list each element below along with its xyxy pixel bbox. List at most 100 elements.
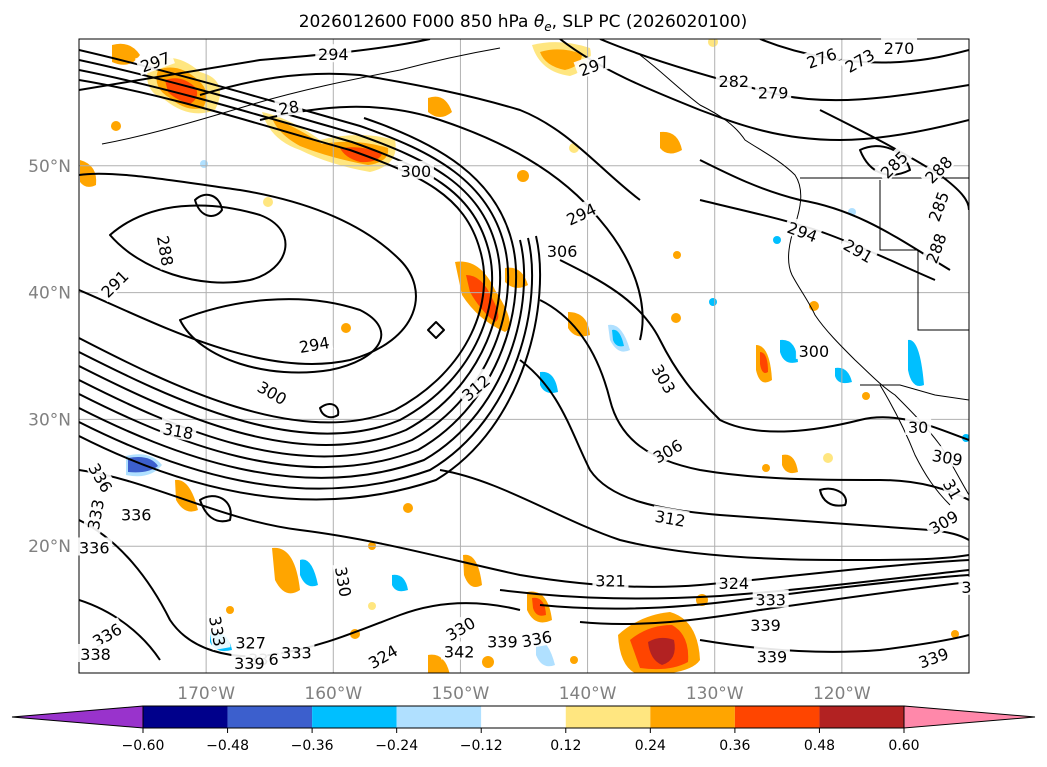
colorbar-tick-label: 0.48 (804, 738, 835, 754)
contour-label-text: 28 (277, 97, 300, 119)
contour-label: 270 (881, 37, 918, 58)
y-axis-ticks: 20°N 30°N 40°N 50°N (28, 157, 71, 557)
contour-label-bg (838, 233, 879, 267)
contour-east-1 (559, 39, 969, 141)
contour-label-bg (441, 641, 478, 660)
contour-label-bg (232, 632, 269, 651)
contour-band-2 (79, 69, 494, 435)
contour-label-text: 327 (235, 634, 266, 653)
colorbar-segment (565, 706, 651, 728)
anomaly-speck-9 (823, 453, 833, 463)
chart-title: 2026012600 F000 850 hPa θe, SLP PC (2026… (299, 12, 748, 34)
contour-south-7 (699, 634, 969, 653)
contour-label-text: 300 (799, 342, 830, 361)
anomaly-speck-22 (200, 160, 208, 168)
anomaly-speck-24 (709, 298, 717, 306)
contour-label: 339 (231, 652, 268, 673)
contour-label-text: 339 (234, 654, 265, 673)
anomaly-speck-10 (762, 464, 770, 472)
contour-south-1 (79, 469, 969, 588)
contour-label-bg (753, 646, 790, 665)
anomaly-speck-8 (671, 313, 681, 323)
contour-label-bg (874, 144, 913, 183)
contour-label-bg (397, 160, 434, 179)
map-frame (78, 38, 970, 674)
anomaly-positive-s4 (527, 591, 552, 623)
colorbar-tick-label: −0.60 (122, 738, 165, 754)
contour-label-text: 339 (750, 616, 781, 635)
anomaly-negative-6 (300, 559, 318, 587)
anomaly-speck-2 (263, 197, 273, 207)
colorbar-tick-label: 0.12 (550, 738, 581, 754)
contour-label: 300 (397, 160, 434, 181)
contour-label-text: 306 (547, 242, 578, 261)
anomaly-positive-s5 (618, 612, 700, 673)
colorbar-segment (481, 706, 566, 728)
x-tick-label: 120°W (813, 684, 871, 704)
contour-label-bg (560, 197, 601, 229)
colorbar-tick-label: 0.24 (635, 738, 666, 754)
anomaly-speck-21 (862, 392, 870, 400)
contour-label-bg (839, 42, 880, 77)
contour-label-text: 3 (961, 578, 971, 597)
title-prefix: 2026012600 F000 850 hPa (299, 12, 534, 32)
contour-label-bg (332, 562, 357, 601)
contour-label-text: 300 (401, 162, 432, 181)
contour-label: 28 (274, 95, 303, 119)
contour-label-bg (362, 638, 403, 673)
contour-label-bg (154, 231, 179, 270)
x-tick-label: 130°W (686, 684, 744, 704)
anomaly-negative-2 (608, 324, 630, 352)
contour-label-text: 336 (121, 506, 152, 525)
contour-label: 327 (232, 632, 269, 653)
anomaly-speck-5 (569, 143, 579, 153)
title-suffix: , SLP PC (2026020100) (552, 12, 748, 32)
anomaly-speck-12 (403, 503, 413, 513)
anomaly-speck-7 (673, 251, 681, 259)
contour-label: 336 (76, 537, 113, 557)
contour-band-1 (79, 79, 486, 424)
contour-blob-4 (859, 145, 911, 176)
contour-east-6 (699, 159, 951, 271)
contour-label: 333 (205, 611, 231, 651)
contour-label-text: 339 (487, 632, 518, 651)
anomaly-negative-8 (392, 574, 408, 592)
contour-label-bg (439, 610, 481, 645)
contour-label-bg (958, 576, 975, 595)
contour-mid-1 (559, 259, 969, 441)
colorbar-segment (650, 706, 735, 728)
anomaly-positive-n9 (568, 312, 590, 337)
contour-south-3 (539, 574, 969, 610)
anomaly-positive-s1 (175, 479, 198, 512)
anomaly-speck-3 (341, 323, 351, 333)
contour-label-bg (715, 572, 752, 591)
anomaly-speck-15 (368, 602, 376, 610)
colorbar-outline (142, 705, 905, 729)
x-tick-label: 170°W (177, 684, 235, 704)
contour-label-bg (755, 82, 792, 101)
colorbar-segment (734, 706, 820, 728)
contour-label-bg (252, 375, 293, 409)
contour-label-bg (84, 457, 119, 498)
contour-label-bg (922, 186, 953, 227)
contour-label-bg (592, 570, 629, 589)
contour-label: 279 (755, 82, 792, 102)
colorbar-tick-label: −0.36 (291, 738, 334, 754)
anomaly-negative-4 (780, 339, 798, 363)
contour-band-4 (79, 49, 510, 458)
coastline-north-america (639, 54, 969, 496)
anomaly-speck-23 (773, 236, 781, 244)
contour-label-text: 279 (758, 83, 789, 102)
contour-label-text: 339 (757, 648, 788, 667)
x-axis-ticks: 170°W 160°W 150°W 140°W 130°W 120°W (177, 684, 871, 704)
colorbar-extend-high (903, 705, 1036, 729)
colorbar-tick-label: 0.60 (888, 738, 919, 754)
contour-label: 312 (455, 368, 495, 406)
x-tick-label: 160°W (304, 684, 362, 704)
contour-south-6 (79, 599, 161, 661)
contour-label-bg (747, 614, 784, 633)
contour-label-bg (82, 495, 107, 534)
contour-label-bg (905, 417, 932, 436)
contour-interior-1 (79, 172, 417, 365)
contour-label-bg (651, 505, 690, 530)
